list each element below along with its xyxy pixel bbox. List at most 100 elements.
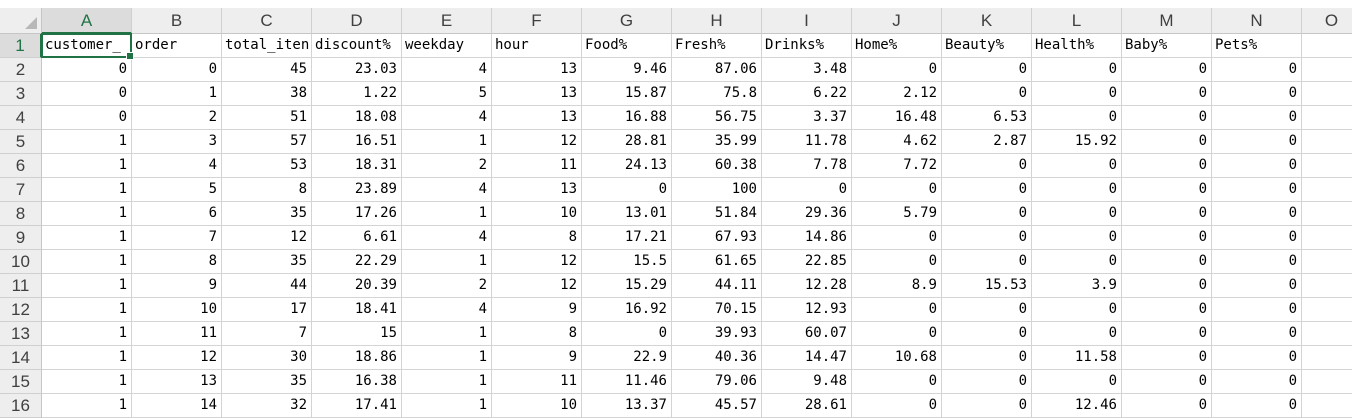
cell-n8[interactable]: 0: [1212, 202, 1302, 226]
header-cell-l[interactable]: Health%: [1032, 34, 1122, 58]
cell-c12[interactable]: 17: [222, 298, 312, 322]
column-header-m[interactable]: M: [1122, 8, 1212, 34]
cell-e14[interactable]: 1: [402, 346, 492, 370]
row-header-4[interactable]: 4: [0, 106, 42, 130]
column-header-c[interactable]: C: [222, 8, 312, 34]
cell-n7[interactable]: 0: [1212, 178, 1302, 202]
cell-a14[interactable]: 1: [42, 346, 132, 370]
cell-e3[interactable]: 5: [402, 82, 492, 106]
cell-f9[interactable]: 8: [492, 226, 582, 250]
cell-f12[interactable]: 9: [492, 298, 582, 322]
cell-a9[interactable]: 1: [42, 226, 132, 250]
column-header-o[interactable]: O: [1302, 8, 1352, 34]
cell-i8[interactable]: 29.36: [762, 202, 852, 226]
header-cell-o[interactable]: [1302, 34, 1352, 58]
cell-c13[interactable]: 7: [222, 322, 312, 346]
cell-i2[interactable]: 3.48: [762, 58, 852, 82]
cell-g5[interactable]: 28.81: [582, 130, 672, 154]
cell-n14[interactable]: 0: [1212, 346, 1302, 370]
cell-n11[interactable]: 0: [1212, 274, 1302, 298]
row-header-12[interactable]: 12: [0, 298, 42, 322]
cell-m13[interactable]: 0: [1122, 322, 1212, 346]
cell-k3[interactable]: 0: [942, 82, 1032, 106]
cell-c7[interactable]: 8: [222, 178, 312, 202]
cell-e5[interactable]: 1: [402, 130, 492, 154]
cell-k8[interactable]: 0: [942, 202, 1032, 226]
header-cell-a[interactable]: customer_: [42, 34, 132, 58]
cell-o10[interactable]: [1302, 250, 1352, 274]
cell-l2[interactable]: 0: [1032, 58, 1122, 82]
cell-f8[interactable]: 10: [492, 202, 582, 226]
cell-o7[interactable]: [1302, 178, 1352, 202]
cell-i14[interactable]: 14.47: [762, 346, 852, 370]
cell-b11[interactable]: 9: [132, 274, 222, 298]
cell-m11[interactable]: 0: [1122, 274, 1212, 298]
cell-h12[interactable]: 70.15: [672, 298, 762, 322]
cell-n12[interactable]: 0: [1212, 298, 1302, 322]
cell-l6[interactable]: 0: [1032, 154, 1122, 178]
row-header-13[interactable]: 13: [0, 322, 42, 346]
cell-d3[interactable]: 1.22: [312, 82, 402, 106]
header-cell-i[interactable]: Drinks%: [762, 34, 852, 58]
cell-l16[interactable]: 12.46: [1032, 394, 1122, 418]
cell-j15[interactable]: 0: [852, 370, 942, 394]
cell-m16[interactable]: 0: [1122, 394, 1212, 418]
cell-m2[interactable]: 0: [1122, 58, 1212, 82]
cell-d12[interactable]: 18.41: [312, 298, 402, 322]
cell-b16[interactable]: 14: [132, 394, 222, 418]
cell-b5[interactable]: 3: [132, 130, 222, 154]
cell-n10[interactable]: 0: [1212, 250, 1302, 274]
row-header-14[interactable]: 14: [0, 346, 42, 370]
cell-i13[interactable]: 60.07: [762, 322, 852, 346]
cell-c16[interactable]: 32: [222, 394, 312, 418]
cell-l12[interactable]: 0: [1032, 298, 1122, 322]
cell-m6[interactable]: 0: [1122, 154, 1212, 178]
cell-c10[interactable]: 35: [222, 250, 312, 274]
column-header-f[interactable]: F: [492, 8, 582, 34]
cell-f10[interactable]: 12: [492, 250, 582, 274]
cell-a7[interactable]: 1: [42, 178, 132, 202]
cell-f15[interactable]: 11: [492, 370, 582, 394]
cell-f3[interactable]: 13: [492, 82, 582, 106]
row-header-7[interactable]: 7: [0, 178, 42, 202]
cell-e11[interactable]: 2: [402, 274, 492, 298]
cell-g12[interactable]: 16.92: [582, 298, 672, 322]
cell-g11[interactable]: 15.29: [582, 274, 672, 298]
cell-i9[interactable]: 14.86: [762, 226, 852, 250]
cell-j3[interactable]: 2.12: [852, 82, 942, 106]
header-cell-h[interactable]: Fresh%: [672, 34, 762, 58]
cell-a8[interactable]: 1: [42, 202, 132, 226]
cell-h4[interactable]: 56.75: [672, 106, 762, 130]
cell-j11[interactable]: 8.9: [852, 274, 942, 298]
cell-n5[interactable]: 0: [1212, 130, 1302, 154]
cell-c9[interactable]: 12: [222, 226, 312, 250]
cell-f6[interactable]: 11: [492, 154, 582, 178]
cell-j4[interactable]: 16.48: [852, 106, 942, 130]
cell-e16[interactable]: 1: [402, 394, 492, 418]
cell-b7[interactable]: 5: [132, 178, 222, 202]
cell-h2[interactable]: 87.06: [672, 58, 762, 82]
cell-e10[interactable]: 1: [402, 250, 492, 274]
cell-c4[interactable]: 51: [222, 106, 312, 130]
cell-g15[interactable]: 11.46: [582, 370, 672, 394]
cell-e2[interactable]: 4: [402, 58, 492, 82]
cell-o8[interactable]: [1302, 202, 1352, 226]
column-header-k[interactable]: K: [942, 8, 1032, 34]
cell-g9[interactable]: 17.21: [582, 226, 672, 250]
column-header-b[interactable]: B: [132, 8, 222, 34]
cell-i10[interactable]: 22.85: [762, 250, 852, 274]
cell-d13[interactable]: 15: [312, 322, 402, 346]
cell-o3[interactable]: [1302, 82, 1352, 106]
column-header-h[interactable]: H: [672, 8, 762, 34]
cell-l14[interactable]: 11.58: [1032, 346, 1122, 370]
row-header-8[interactable]: 8: [0, 202, 42, 226]
cell-f7[interactable]: 13: [492, 178, 582, 202]
cell-n6[interactable]: 0: [1212, 154, 1302, 178]
cell-g6[interactable]: 24.13: [582, 154, 672, 178]
row-header-16[interactable]: 16: [0, 394, 42, 418]
row-header-6[interactable]: 6: [0, 154, 42, 178]
cell-h11[interactable]: 44.11: [672, 274, 762, 298]
cell-g4[interactable]: 16.88: [582, 106, 672, 130]
cell-b9[interactable]: 7: [132, 226, 222, 250]
cell-o9[interactable]: [1302, 226, 1352, 250]
